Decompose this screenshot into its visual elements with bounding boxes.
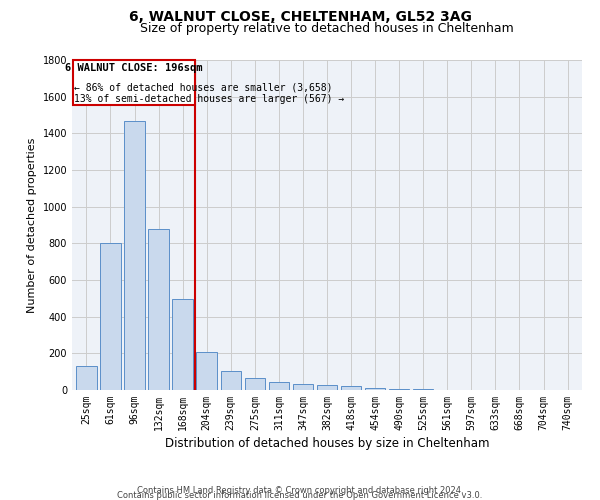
FancyBboxPatch shape xyxy=(73,60,194,105)
Title: Size of property relative to detached houses in Cheltenham: Size of property relative to detached ho… xyxy=(140,22,514,35)
Bar xyxy=(365,388,385,390)
Bar xyxy=(269,382,289,390)
Text: Contains public sector information licensed under the Open Government Licence v3: Contains public sector information licen… xyxy=(118,491,482,500)
Bar xyxy=(221,371,241,390)
Text: 13% of semi-detached houses are larger (567) →: 13% of semi-detached houses are larger (… xyxy=(74,94,344,104)
Bar xyxy=(100,244,121,390)
Bar xyxy=(293,384,313,390)
Bar xyxy=(196,352,217,390)
Bar xyxy=(76,366,97,390)
Text: 6, WALNUT CLOSE, CHELTENHAM, GL52 3AG: 6, WALNUT CLOSE, CHELTENHAM, GL52 3AG xyxy=(128,10,472,24)
Bar xyxy=(124,120,145,390)
Bar xyxy=(389,389,409,390)
Bar xyxy=(245,378,265,390)
Text: 6 WALNUT CLOSE: 196sqm: 6 WALNUT CLOSE: 196sqm xyxy=(65,63,203,73)
Bar xyxy=(172,299,193,390)
Text: Contains HM Land Registry data © Crown copyright and database right 2024.: Contains HM Land Registry data © Crown c… xyxy=(137,486,463,495)
Bar xyxy=(148,228,169,390)
Y-axis label: Number of detached properties: Number of detached properties xyxy=(27,138,37,312)
Bar xyxy=(317,386,337,390)
Bar xyxy=(341,386,361,390)
X-axis label: Distribution of detached houses by size in Cheltenham: Distribution of detached houses by size … xyxy=(165,437,489,450)
Text: ← 86% of detached houses are smaller (3,658): ← 86% of detached houses are smaller (3,… xyxy=(74,82,333,92)
